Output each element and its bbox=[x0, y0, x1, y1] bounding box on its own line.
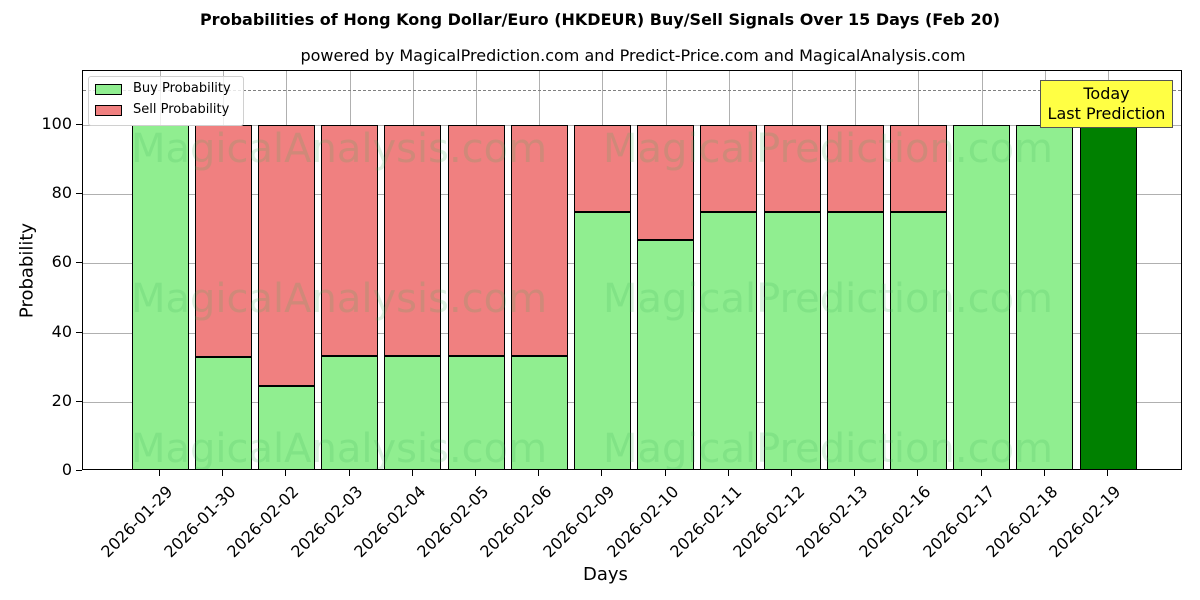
today-annotation: Today Last Prediction bbox=[1040, 80, 1173, 128]
x-tick-mark bbox=[285, 470, 287, 476]
grid-line-horizontal bbox=[83, 194, 1181, 196]
x-tick-mark bbox=[727, 470, 729, 476]
x-tick-mark bbox=[538, 470, 540, 476]
y-tick-mark bbox=[76, 193, 82, 195]
y-tick-mark bbox=[76, 262, 82, 264]
buy-bar-2026-02-02 bbox=[257, 385, 315, 469]
buy-bar-2026-01-29 bbox=[131, 125, 189, 469]
x-tick-mark bbox=[411, 470, 413, 476]
y-tick-label: 20 bbox=[51, 390, 72, 410]
sell-bar-2026-02-03 bbox=[321, 125, 379, 356]
y-tick-mark bbox=[76, 470, 82, 471]
x-tick-mark bbox=[1043, 470, 1045, 476]
legend-label-buy: Buy Probability bbox=[133, 81, 231, 96]
buy-bar-2026-02-05 bbox=[447, 355, 505, 469]
y-tick-mark bbox=[76, 400, 82, 402]
grid-line-horizontal bbox=[83, 125, 1181, 126]
y-tick-mark bbox=[76, 331, 82, 333]
buy-bar-2026-02-16 bbox=[889, 211, 947, 469]
sell-bar-2026-02-04 bbox=[384, 125, 442, 356]
sell-bar-2026-02-12 bbox=[763, 125, 821, 212]
y-tick-label: 40 bbox=[51, 321, 72, 341]
grid-line-horizontal bbox=[83, 263, 1181, 265]
buy-bar-2026-02-03 bbox=[321, 355, 379, 469]
buy-bar-2026-02-18 bbox=[1016, 125, 1074, 469]
sell-swatch-icon bbox=[95, 105, 122, 116]
x-tick-mark bbox=[348, 470, 350, 476]
buy-bar-2026-02-11 bbox=[700, 211, 758, 469]
y-axis-label: Probability bbox=[16, 222, 38, 319]
buy-bar-2026-02-04 bbox=[384, 355, 442, 469]
sell-bar-2026-01-30 bbox=[194, 125, 252, 357]
sell-bar-2026-02-11 bbox=[700, 125, 758, 212]
y-tick-label: 100 bbox=[41, 114, 72, 133]
legend: Buy Probability Sell Probability bbox=[88, 76, 244, 126]
buy-swatch-icon bbox=[95, 84, 122, 95]
y-tick-mark bbox=[76, 124, 82, 125]
buy-bar-2026-02-13 bbox=[826, 211, 884, 469]
x-tick-mark bbox=[791, 470, 792, 476]
sell-bar-2026-02-10 bbox=[637, 125, 695, 241]
x-tick-mark bbox=[854, 470, 856, 476]
x-tick-mark bbox=[159, 470, 160, 476]
chart-subtitle: powered by MagicalPrediction.com and Pre… bbox=[300, 46, 966, 65]
sell-bar-2026-02-16 bbox=[889, 125, 947, 212]
sell-bar-2026-02-06 bbox=[510, 125, 568, 356]
x-tick-mark bbox=[1107, 470, 1108, 476]
today-annotation-line1: Today bbox=[1083, 84, 1130, 103]
buy-bar-2026-02-06 bbox=[510, 355, 568, 469]
x-axis-label: Days bbox=[583, 564, 628, 585]
reference-line-dashed bbox=[83, 90, 1181, 92]
x-tick-mark bbox=[475, 470, 476, 476]
buy-bar-2026-02-09 bbox=[573, 211, 631, 469]
y-tick-label: 60 bbox=[51, 252, 72, 272]
buy-bar-2026-02-10 bbox=[637, 240, 695, 469]
legend-label-sell: Sell Probability bbox=[133, 102, 230, 117]
sell-bar-2026-02-09 bbox=[573, 125, 631, 212]
y-tick-label: 0 bbox=[61, 460, 72, 479]
x-tick-mark bbox=[980, 470, 982, 476]
x-tick-mark bbox=[601, 470, 603, 476]
buy-bar-2026-02-12 bbox=[763, 211, 821, 469]
plot-area: MagicalAnalysis.comMagicalPrediction.com… bbox=[82, 70, 1182, 470]
buy-bar-2026-02-19 bbox=[1079, 125, 1137, 469]
sell-bar-2026-02-02 bbox=[257, 125, 315, 386]
today-annotation-line2: Last Prediction bbox=[1047, 104, 1166, 123]
y-tick-label: 80 bbox=[51, 183, 72, 203]
buy-bar-2026-02-17 bbox=[953, 125, 1011, 469]
buy-bar-2026-01-30 bbox=[194, 356, 252, 469]
sell-bar-2026-02-13 bbox=[826, 125, 884, 212]
grid-line-horizontal bbox=[83, 401, 1181, 403]
chart-title: Probabilities of Hong Kong Dollar/Euro (… bbox=[199, 10, 1001, 29]
x-tick-mark bbox=[917, 470, 919, 476]
grid-line-horizontal bbox=[83, 332, 1181, 334]
x-tick-mark bbox=[222, 470, 224, 476]
x-tick-mark bbox=[664, 470, 666, 476]
sell-bar-2026-02-05 bbox=[447, 125, 505, 356]
